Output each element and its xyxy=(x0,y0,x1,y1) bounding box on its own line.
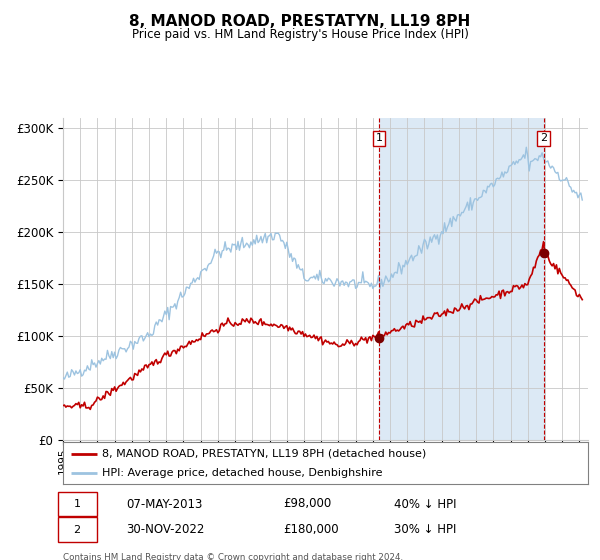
Bar xyxy=(379,118,544,440)
Text: Contains HM Land Registry data © Crown copyright and database right 2024.
This d: Contains HM Land Registry data © Crown c… xyxy=(63,553,403,560)
Text: Price paid vs. HM Land Registry's House Price Index (HPI): Price paid vs. HM Land Registry's House … xyxy=(131,28,469,41)
FancyBboxPatch shape xyxy=(58,517,97,542)
Text: 30% ↓ HPI: 30% ↓ HPI xyxy=(394,523,456,536)
Text: 1: 1 xyxy=(74,499,80,509)
Text: £180,000: £180,000 xyxy=(284,523,339,536)
Text: 8, MANOD ROAD, PRESTATYN, LL19 8PH: 8, MANOD ROAD, PRESTATYN, LL19 8PH xyxy=(130,14,470,29)
Text: 07-MAY-2013: 07-MAY-2013 xyxy=(126,497,202,511)
Text: 40% ↓ HPI: 40% ↓ HPI xyxy=(394,497,456,511)
Text: HPI: Average price, detached house, Denbighshire: HPI: Average price, detached house, Denb… xyxy=(103,468,383,478)
Text: 8, MANOD ROAD, PRESTATYN, LL19 8PH (detached house): 8, MANOD ROAD, PRESTATYN, LL19 8PH (deta… xyxy=(103,449,427,459)
Text: £98,000: £98,000 xyxy=(284,497,332,511)
Text: 30-NOV-2022: 30-NOV-2022 xyxy=(126,523,205,536)
Text: 1: 1 xyxy=(376,133,382,143)
FancyBboxPatch shape xyxy=(58,492,97,516)
Text: 2: 2 xyxy=(74,525,81,535)
Text: 2: 2 xyxy=(540,133,547,143)
